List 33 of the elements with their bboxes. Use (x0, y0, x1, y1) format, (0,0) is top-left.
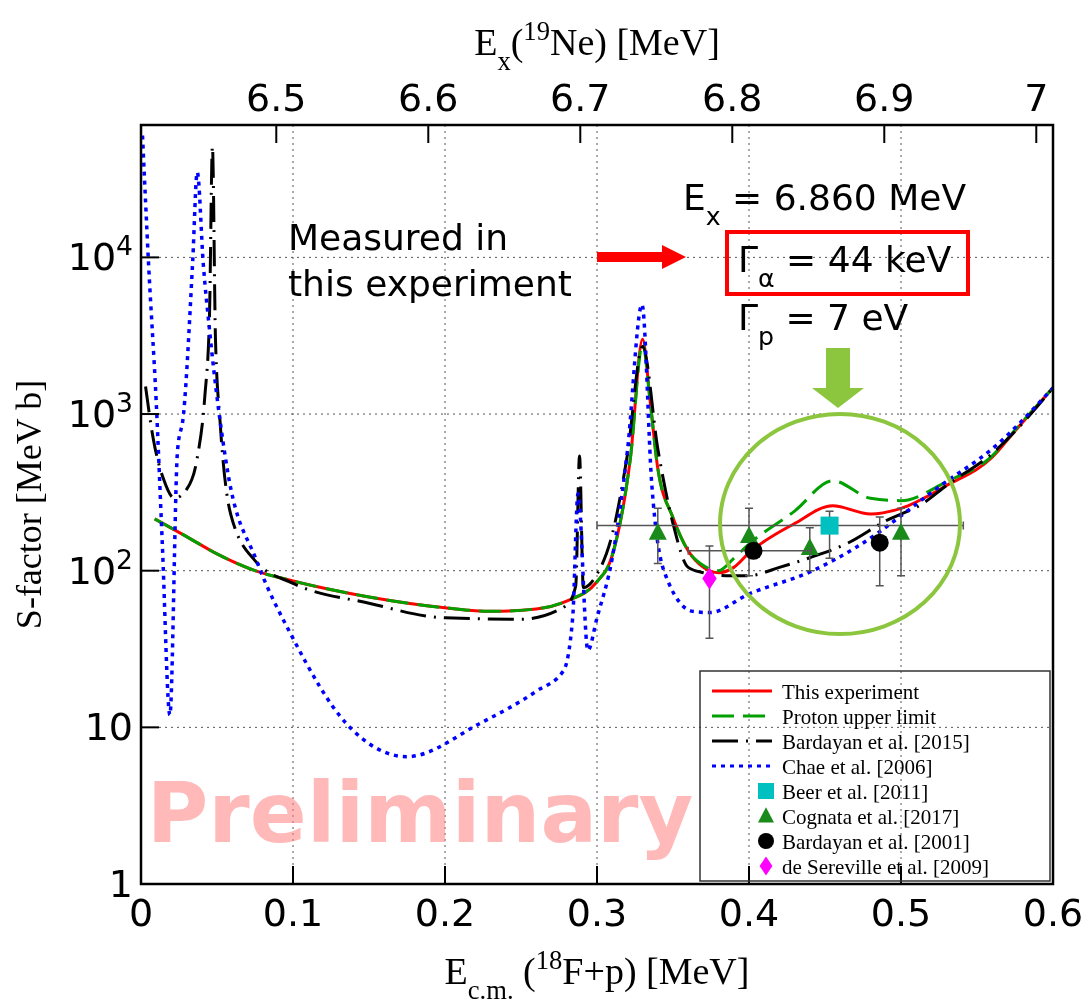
x-axis-title: E$_{c.m.}$ ($^{18}$F+p) [MeV] (444, 945, 750, 999)
y-tick-label: 10 (84, 705, 133, 750)
legend-label: Proton upper limit (782, 705, 937, 729)
legend-label: Bardayan et al. [2015] (782, 730, 970, 754)
x2-axis-title: E$_{x}$($^{19}$Ne) [MeV] (474, 16, 720, 76)
y-tick-label: 10$^{3}$ (67, 386, 133, 437)
annotation: Preliminary (146, 764, 694, 862)
y-tick-label: 10$^{2}$ (67, 543, 133, 593)
x-tick-label: 0.6 (1022, 891, 1084, 935)
x-tick-label: 0.2 (414, 891, 476, 935)
x-tick-label: 0.4 (718, 891, 780, 935)
x2-tick-label: 6.5 (246, 76, 307, 120)
legend-label: Beer et al. [2011] (782, 780, 929, 804)
legend-label: Bardayan et al. [2001] (782, 830, 970, 854)
annotation: Measured in this experiment (288, 217, 572, 304)
legend-label: This experiment (782, 680, 920, 704)
x2-tick-label: 6.6 (398, 76, 459, 120)
x-tick-label: 0.3 (566, 891, 628, 935)
x2-tick-label: 6.9 (854, 76, 915, 120)
x2-tick-label: 7 (1024, 76, 1049, 120)
y-tick-label: 10$^{4}$ (67, 229, 133, 280)
legend-label: Chae et al. [2006] (782, 755, 933, 779)
annotation: Γ$_{α}$ = 44 keV (738, 239, 952, 293)
y-tick-label: 1 (108, 862, 133, 906)
legend-label: Cognata et al. [2017] (782, 805, 960, 829)
annotation: E$_{x}$ = 6.860 MeV (683, 177, 967, 231)
x-tick-label: 0.1 (262, 891, 324, 935)
x-tick-label: 0.5 (870, 891, 932, 935)
legend-label: de Sereville et al. [2009] (782, 855, 990, 879)
annotation: Γ$_{p}$ = 7 eV (738, 297, 909, 351)
y-axis-title: S-factor [MeV b] (9, 379, 49, 630)
x2-tick-label: 6.7 (550, 76, 611, 120)
x2-tick-label: 6.8 (702, 76, 763, 120)
